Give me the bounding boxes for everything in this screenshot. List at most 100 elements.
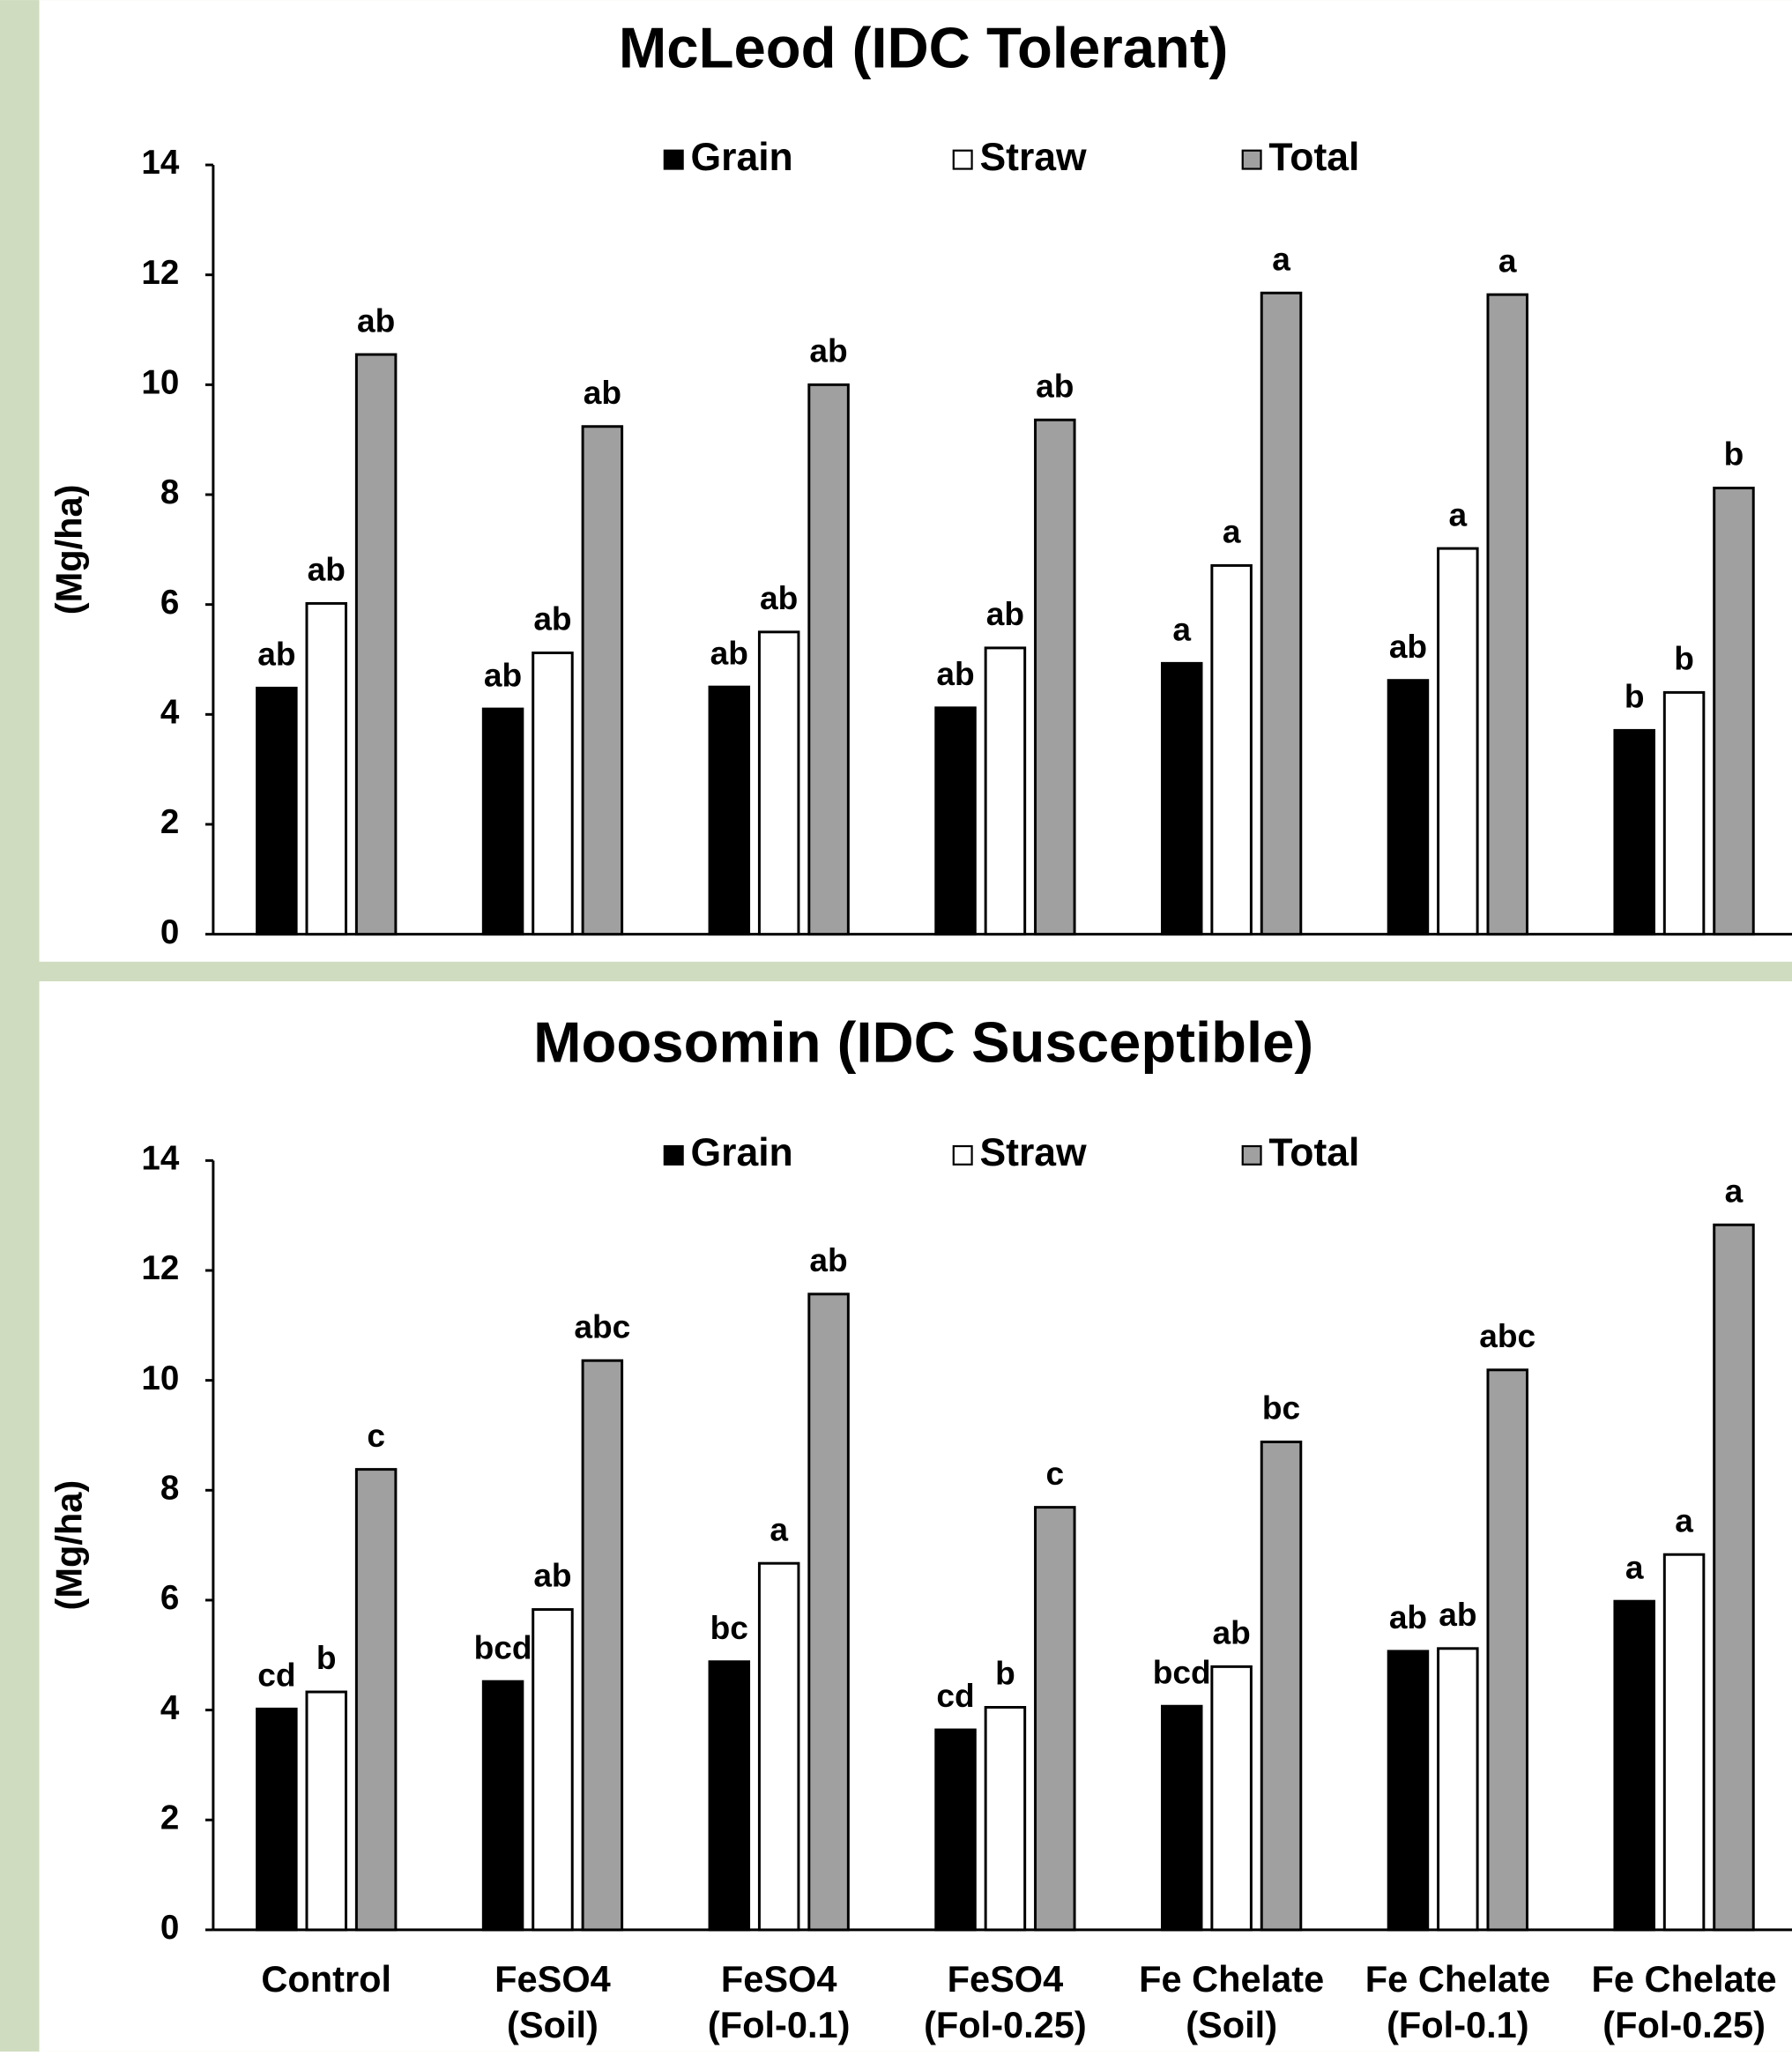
data-label: ab: [760, 579, 798, 616]
data-label: bc: [1262, 1389, 1300, 1427]
data-label: ab: [1389, 628, 1427, 665]
bar: [1036, 420, 1075, 934]
bar: [1261, 293, 1301, 934]
bar: [1615, 1601, 1654, 1930]
chart-title: Moosomin (IDC Susceptible): [533, 1009, 1313, 1074]
legend-swatch: [665, 1146, 683, 1165]
bar: [533, 653, 573, 935]
bar: [1212, 565, 1252, 934]
bar: [1439, 1649, 1478, 1930]
bar: [936, 1730, 976, 1930]
data-label: a: [1223, 513, 1241, 550]
bar: [759, 1563, 799, 1930]
data-label: abc: [1479, 1317, 1535, 1354]
bar: [483, 1681, 523, 1930]
bar: [583, 427, 622, 935]
x-tick-label: Control: [261, 1958, 391, 2000]
data-label: a: [1498, 242, 1517, 279]
chart-title: McLeod (IDC Tolerant): [619, 16, 1228, 80]
bar: [1036, 1508, 1075, 1930]
bar: [583, 1360, 622, 1930]
legend-label: Straw: [979, 1131, 1087, 1174]
panel: [40, 981, 1792, 2052]
bar: [809, 1294, 849, 1930]
legend-label: Total: [1268, 1131, 1359, 1174]
data-label: a: [1272, 240, 1290, 277]
data-label: ab: [484, 656, 522, 693]
data-label: ab: [533, 1557, 571, 1594]
data-label: ab: [809, 332, 847, 369]
y-tick-label: 0: [160, 913, 179, 951]
legend-swatch: [954, 151, 972, 169]
data-label: bcd: [474, 1628, 532, 1665]
data-label: a: [1625, 1548, 1644, 1585]
y-tick-label: 10: [141, 364, 179, 402]
bar: [1664, 692, 1704, 934]
data-label: ab: [308, 551, 346, 588]
bar: [710, 687, 749, 934]
data-label: b: [1674, 640, 1694, 677]
bar: [356, 354, 396, 935]
bar: [307, 1692, 346, 1930]
y-tick-label: 12: [141, 1249, 179, 1287]
data-label: cd: [257, 1657, 295, 1694]
bar: [759, 632, 799, 935]
data-label: b: [316, 1639, 337, 1676]
y-tick-label: 12: [141, 254, 179, 292]
legend-label: Total: [1268, 136, 1359, 179]
y-tick-label: 6: [160, 584, 179, 622]
legend-swatch: [954, 1146, 972, 1165]
data-label: ab: [584, 374, 621, 411]
data-label: ab: [986, 595, 1024, 632]
y-tick-label: 4: [160, 694, 180, 732]
y-tick-label: 2: [160, 803, 179, 841]
data-label: abc: [574, 1307, 630, 1345]
bar: [1439, 548, 1478, 935]
data-label: a: [1725, 1172, 1744, 1209]
y-tick-label: 14: [141, 144, 179, 182]
bar: [1162, 1706, 1201, 1930]
panel: [40, 0, 1792, 962]
data-label: a: [1675, 1501, 1693, 1538]
page: McLeod (IDC Tolerant) (Mg/ha) 0 2 4 6 8 10 12 14 G…: [0, 0, 1792, 2052]
data-label: a: [1172, 611, 1191, 648]
bar: [936, 708, 976, 935]
legend-label: Grain: [691, 136, 793, 179]
data-label: c: [1045, 1455, 1064, 1492]
y-axis-label: (Mg/ha): [48, 485, 90, 615]
y-tick-label: 8: [160, 473, 179, 511]
bar: [356, 1470, 396, 1930]
data-label: c: [367, 1417, 385, 1454]
data-label: ab: [936, 655, 974, 692]
y-tick-label: 8: [160, 1469, 179, 1507]
data-label: a: [1449, 495, 1468, 533]
bar: [307, 603, 346, 934]
y-tick-label: 4: [160, 1689, 180, 1727]
data-label: cd: [936, 1677, 974, 1714]
data-label: ab: [1212, 1614, 1250, 1651]
bar: [809, 384, 849, 934]
data-label: ab: [710, 634, 748, 671]
data-label: ab: [533, 600, 571, 637]
bar: [1388, 1651, 1428, 1930]
data-label: ab: [357, 302, 395, 339]
bar: [1261, 1441, 1301, 1929]
legend-label: Straw: [979, 136, 1087, 179]
bar: [1488, 1370, 1528, 1930]
data-label: ab: [1036, 367, 1074, 404]
y-tick-label: 6: [160, 1579, 179, 1617]
data-label: ab: [809, 1241, 847, 1278]
bar: [1388, 681, 1428, 935]
data-label: a: [770, 1510, 788, 1547]
data-label: bcd: [1153, 1653, 1211, 1690]
y-tick-label: 10: [141, 1359, 179, 1397]
bar: [1615, 730, 1654, 934]
bar: [257, 1709, 297, 1930]
data-label: ab: [257, 636, 295, 673]
bar: [533, 1610, 573, 1930]
bar: [1664, 1554, 1704, 1930]
bar: [985, 1707, 1025, 1929]
chart: McLeod (IDC Tolerant) (Mg/ha) 0 2 4 6 8 10 12 14 G…: [0, 0, 1792, 2052]
data-label: b: [995, 1655, 1015, 1692]
data-label: b: [1625, 678, 1645, 715]
